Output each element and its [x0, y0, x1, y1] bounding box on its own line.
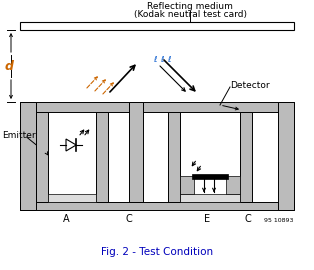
Text: A: A: [63, 214, 69, 224]
Polygon shape: [66, 139, 76, 151]
Bar: [20, 22, 294, 30]
Text: ℓ: ℓ: [160, 56, 164, 65]
Bar: [129, 102, 143, 202]
Text: ℓ: ℓ: [153, 56, 157, 65]
Text: Fig. 2 - Test Condition: Fig. 2 - Test Condition: [101, 247, 213, 257]
Bar: [20, 102, 36, 210]
Text: Detector: Detector: [230, 80, 270, 89]
Text: C: C: [245, 214, 252, 224]
Bar: [48, 194, 96, 202]
Bar: [96, 112, 108, 202]
Text: 95 10893: 95 10893: [264, 218, 294, 223]
Bar: [192, 174, 228, 179]
Bar: [180, 176, 194, 194]
Text: Reflecting medium: Reflecting medium: [147, 2, 233, 11]
Bar: [36, 112, 278, 202]
Text: Emitter: Emitter: [2, 130, 35, 140]
Bar: [240, 112, 252, 202]
Text: C: C: [126, 214, 133, 224]
Text: ℓ: ℓ: [167, 56, 171, 65]
Bar: [168, 112, 180, 202]
Bar: [20, 202, 294, 210]
Bar: [180, 194, 240, 202]
Text: d: d: [4, 59, 14, 73]
Bar: [226, 176, 240, 194]
Text: E: E: [204, 214, 210, 224]
Bar: [36, 112, 48, 202]
Bar: [20, 102, 294, 112]
Text: (Kodak neutral test card): (Kodak neutral test card): [133, 10, 246, 19]
Bar: [278, 102, 294, 210]
